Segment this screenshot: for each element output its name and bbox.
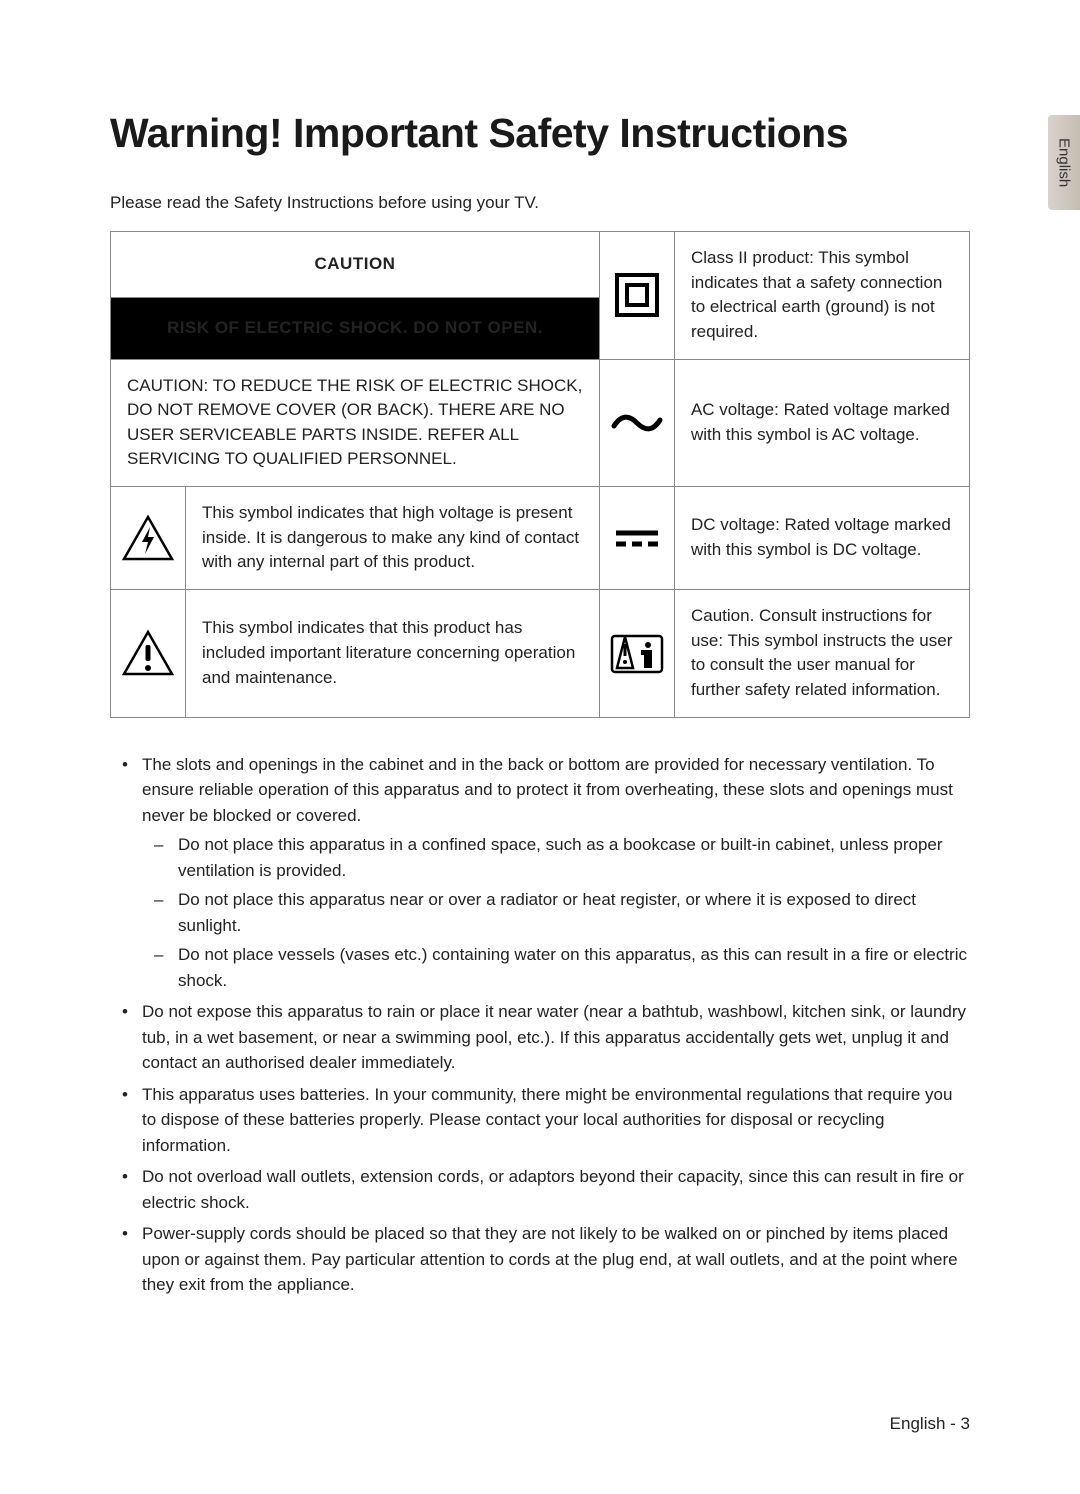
caution-body: CAUTION: TO REDUCE THE RISK OF ELECTRIC … [111,359,600,487]
list-item: Power-supply cords should be placed so t… [142,1221,970,1298]
list-item: Do not expose this apparatus to rain or … [142,999,970,1076]
ac-voltage-icon [599,359,674,487]
page-title: Warning! Important Safety Instructions [110,110,970,157]
safety-table: CAUTION Class II product: This symbol in… [110,231,970,718]
bolt-triangle-icon [111,487,186,590]
intro-text: Please read the Safety Instructions befo… [110,193,970,213]
bullet-text: The slots and openings in the cabinet an… [142,755,953,825]
bolt-desc: This symbol indicates that high voltage … [186,487,600,590]
ac-desc: AC voltage: Rated voltage marked with th… [674,359,969,487]
list-item: Do not overload wall outlets, extension … [142,1164,970,1215]
list-item: This apparatus uses batteries. In your c… [142,1082,970,1159]
class2-desc: Class II product: This symbol indicates … [674,232,969,360]
manual-icon [599,590,674,718]
list-item: Do not place this apparatus near or over… [178,887,970,938]
bullet-list: The slots and openings in the cabinet an… [110,752,970,1298]
language-tab-label: English [1056,138,1073,187]
class2-icon [599,232,674,360]
manual-desc: Caution. Consult instructions for use: T… [674,590,969,718]
list-item: Do not place vessels (vases etc.) contai… [178,942,970,993]
bang-desc: This symbol indicates that this product … [186,590,600,718]
bang-triangle-icon [111,590,186,718]
page-footer: English - 3 [890,1414,970,1434]
sub-list: Do not place this apparatus in a confine… [142,832,970,993]
dc-voltage-icon [599,487,674,590]
language-tab: English [1048,115,1080,210]
risk-band: RISK OF ELECTRIC SHOCK. DO NOT OPEN. [111,298,600,359]
caution-header: CAUTION [111,232,600,298]
page-content: Warning! Important Safety Instructions P… [0,0,1080,1364]
dc-desc: DC voltage: Rated voltage marked with th… [674,487,969,590]
list-item: The slots and openings in the cabinet an… [142,752,970,994]
list-item: Do not place this apparatus in a confine… [178,832,970,883]
